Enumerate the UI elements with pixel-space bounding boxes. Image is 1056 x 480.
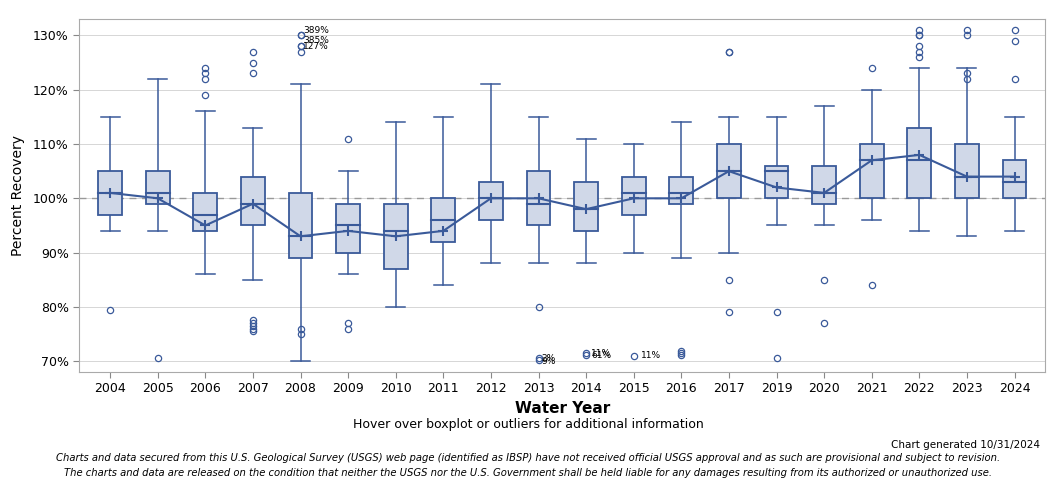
Text: Hover over boxplot or outliers for additional information: Hover over boxplot or outliers for addit… xyxy=(353,418,703,432)
Bar xyxy=(907,128,931,198)
Bar xyxy=(1002,160,1026,198)
Bar xyxy=(670,177,693,204)
Bar xyxy=(527,171,550,226)
Text: 11%: 11% xyxy=(641,351,661,360)
Text: 9%: 9% xyxy=(541,357,555,366)
Text: 389%: 389% xyxy=(303,25,328,35)
Bar xyxy=(955,144,979,198)
Bar xyxy=(383,204,408,269)
Bar xyxy=(193,193,218,231)
Bar xyxy=(98,171,122,215)
Bar xyxy=(574,182,598,231)
Bar xyxy=(479,182,503,220)
Text: 127%: 127% xyxy=(303,42,328,51)
X-axis label: Water Year: Water Year xyxy=(514,401,610,416)
Bar xyxy=(432,198,455,242)
Text: The charts and data are released on the condition that neither the USGS nor the : The charts and data are released on the … xyxy=(64,468,992,478)
Bar xyxy=(146,171,170,204)
Text: 61%: 61% xyxy=(591,351,611,360)
Text: 2%: 2% xyxy=(541,354,555,363)
Text: Charts and data secured from this U.S. Geological Survey (USGS) web page (identi: Charts and data secured from this U.S. G… xyxy=(56,454,1000,463)
Bar xyxy=(288,193,313,258)
Text: 11%: 11% xyxy=(591,348,611,358)
Bar xyxy=(812,166,836,204)
Bar xyxy=(860,144,884,198)
Bar xyxy=(336,204,360,252)
Bar xyxy=(765,166,789,198)
Text: 385%: 385% xyxy=(303,36,328,46)
Y-axis label: Percent Recovery: Percent Recovery xyxy=(11,135,24,256)
Bar xyxy=(241,177,265,226)
Bar xyxy=(717,144,741,198)
Bar xyxy=(622,177,645,215)
Text: Chart generated 10/31/2024: Chart generated 10/31/2024 xyxy=(891,441,1040,450)
